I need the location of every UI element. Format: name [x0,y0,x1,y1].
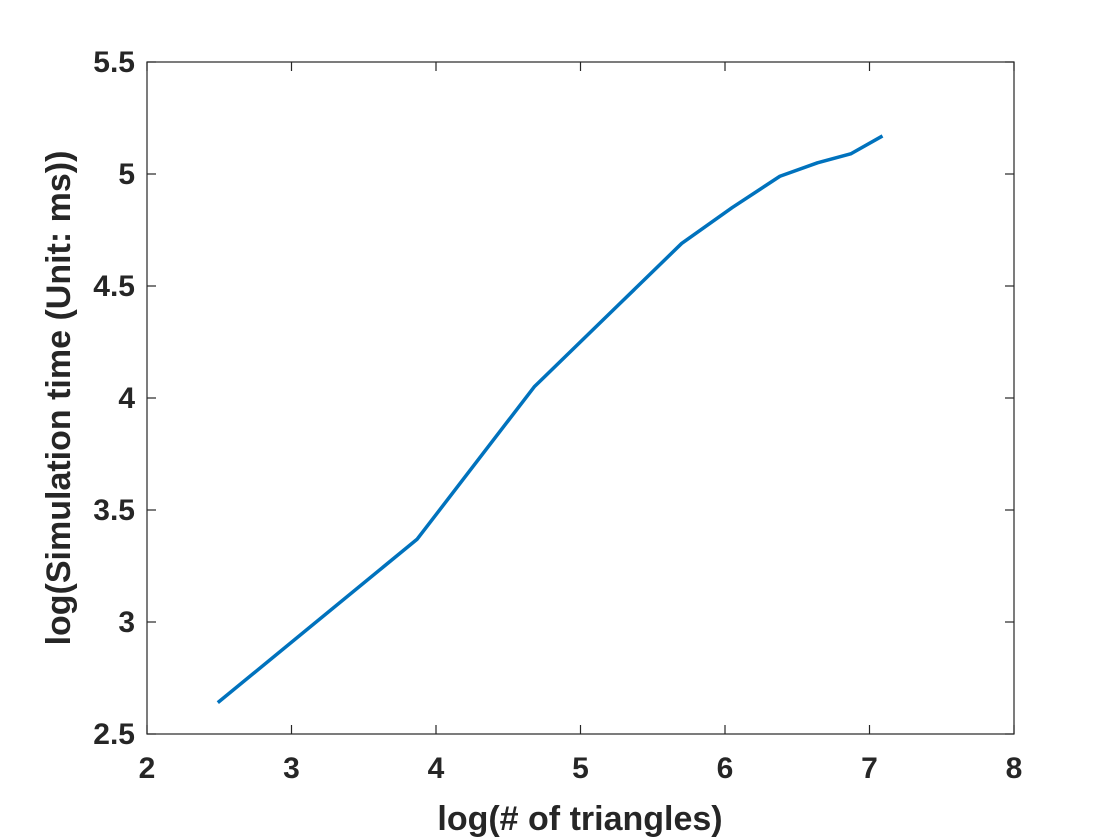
y-tick-label: 2.5 [93,718,135,751]
x-tick-label: 7 [861,752,878,785]
y-tick-label: 5.5 [93,46,135,79]
y-tick-label: 3.5 [93,494,135,527]
x-axis-label: log(# of triangles) [437,800,722,838]
x-tick-label: 5 [572,752,589,785]
x-tick-label: 3 [283,752,300,785]
x-tick-label: 6 [717,752,734,785]
y-tick-label: 3 [118,606,135,639]
y-tick-label: 5 [118,158,135,191]
y-axis-label: log(Simulation time (Unit: ms)) [40,151,78,646]
x-tick-label: 8 [1006,752,1023,785]
y-tick-label: 4 [118,382,135,415]
series-line [216,134,884,704]
x-tick-label: 4 [428,752,445,785]
y-tick-label: 4.5 [93,270,135,303]
plot-area [147,62,1014,734]
x-tick-label: 2 [139,752,156,785]
